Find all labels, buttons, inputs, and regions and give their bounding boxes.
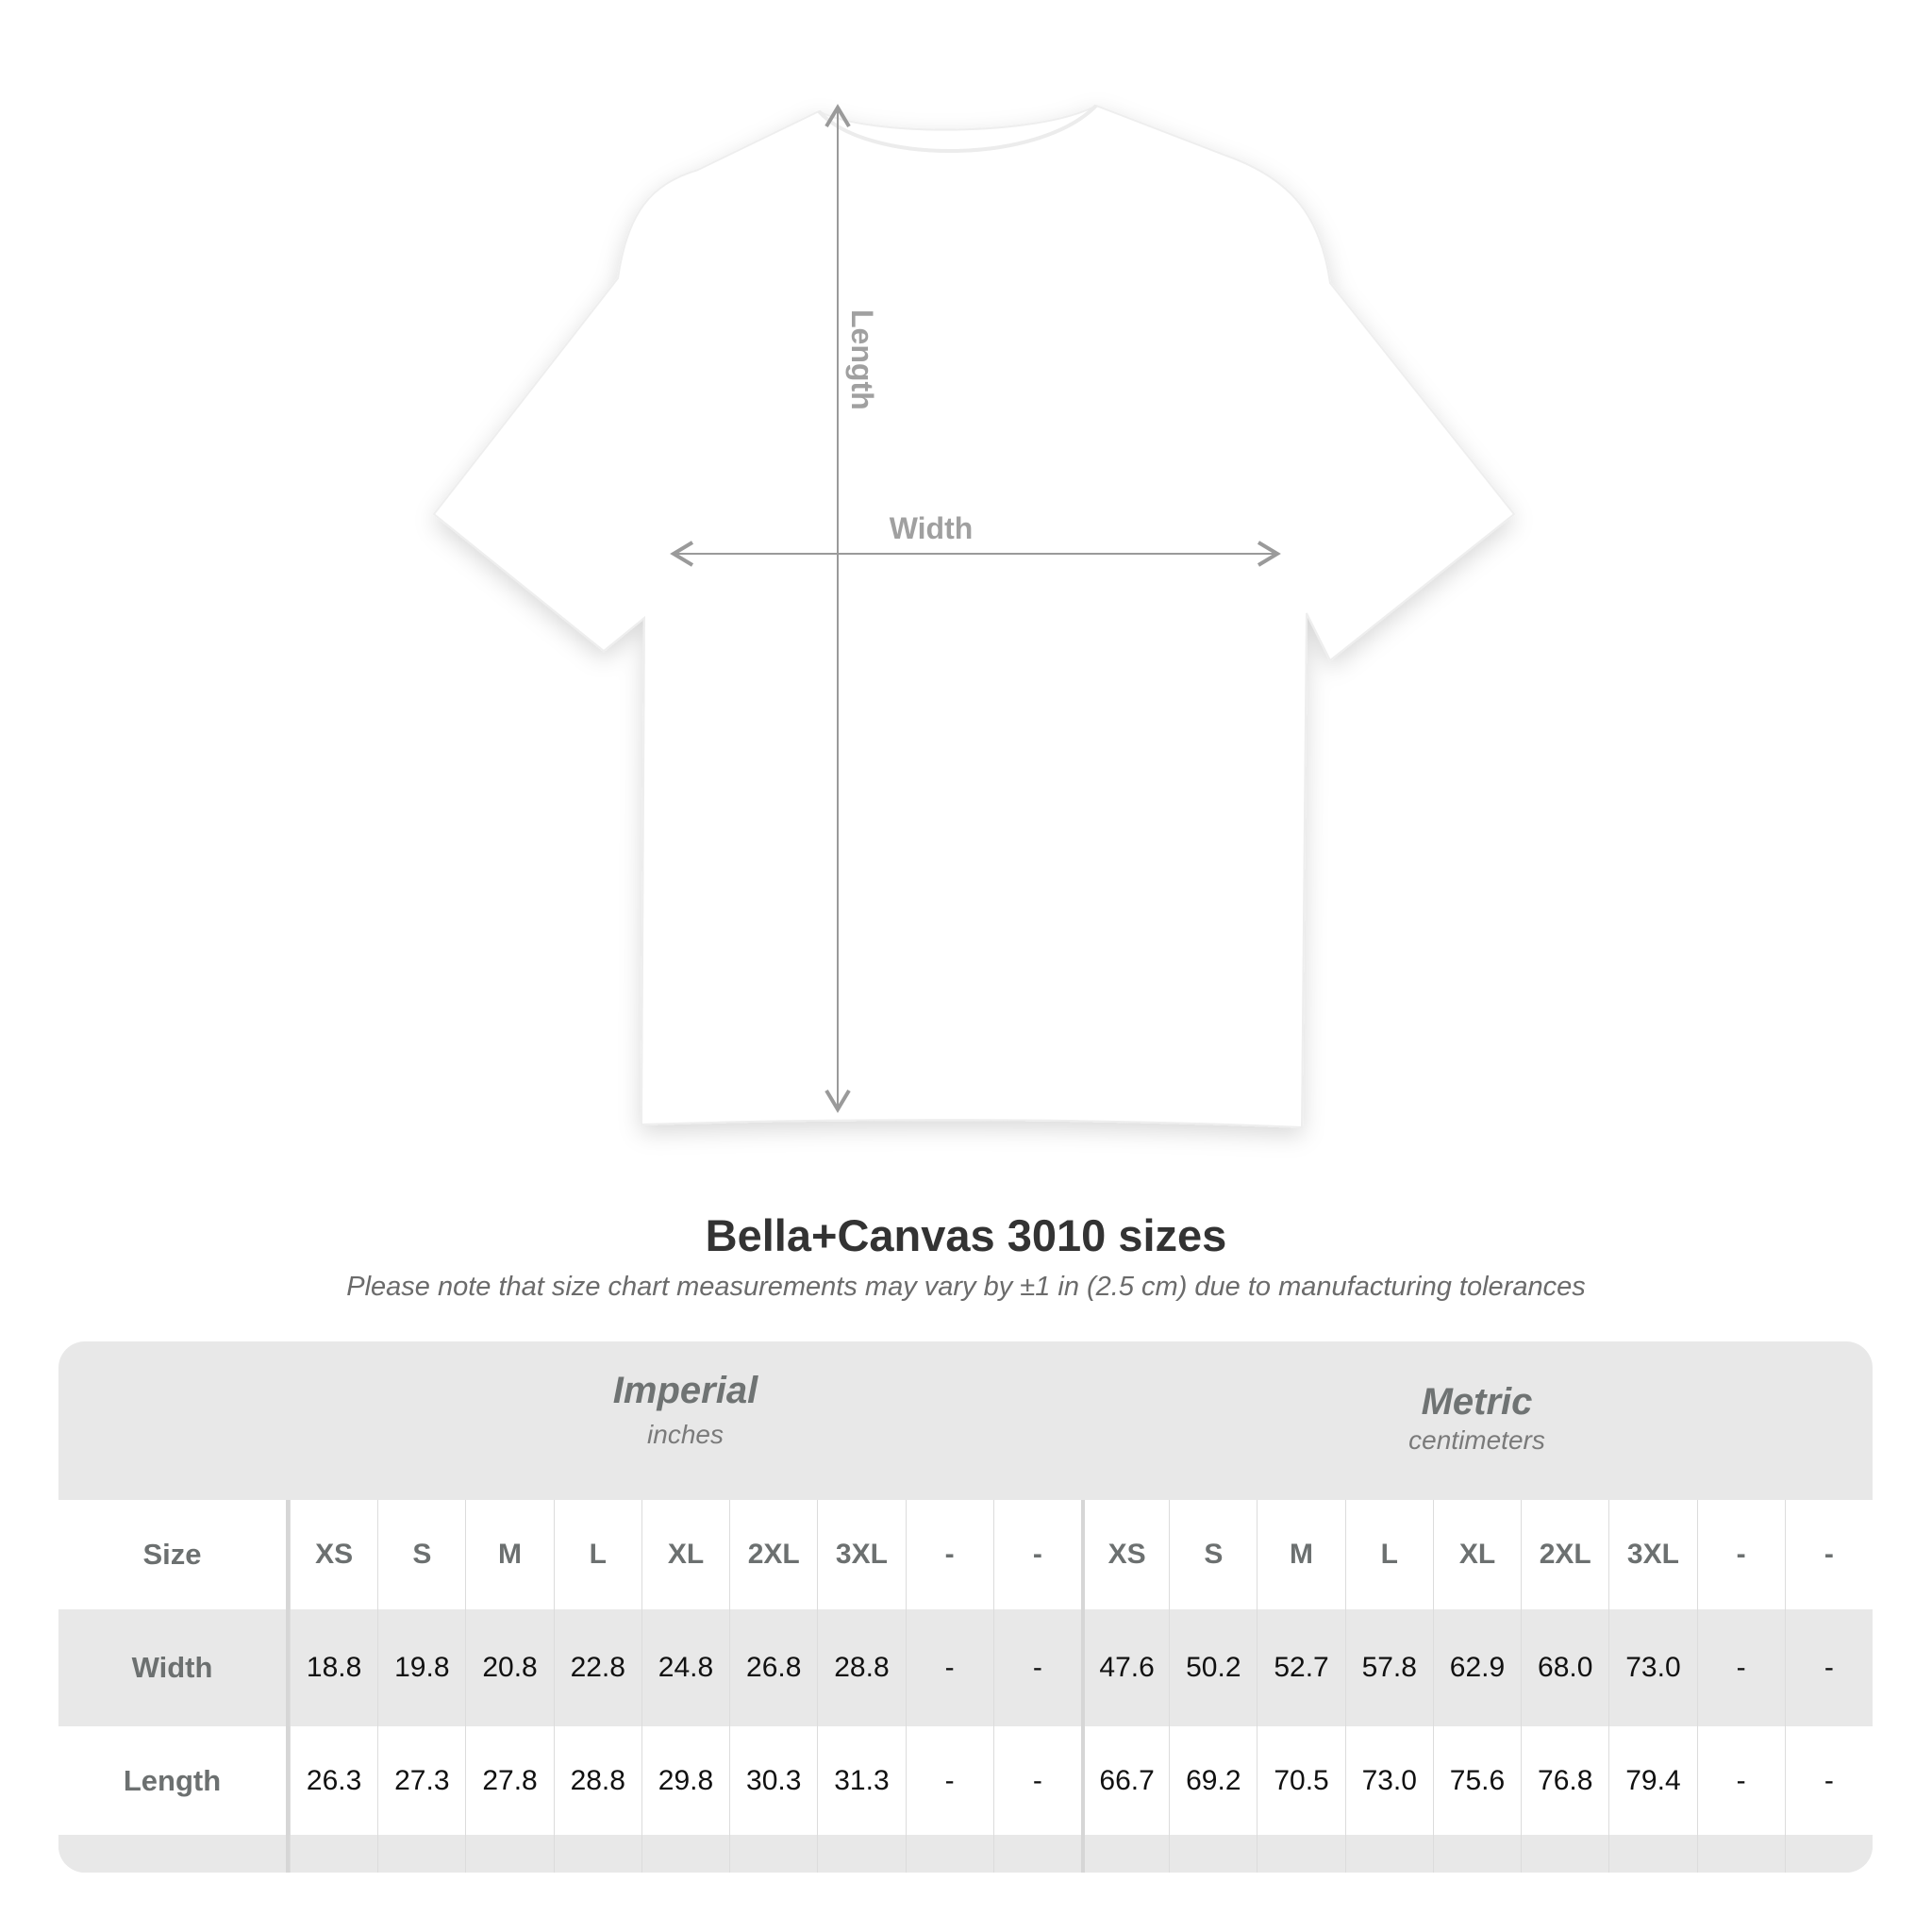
table-row-size: Size XS S M L XL 2XL 3XL - - XS S M L XL 2XL 3XL - - [58,1500,1873,1609]
table-row-footer [58,1835,1873,1873]
imperial-cell: 20.8 [465,1609,553,1726]
metric-cell: XS [1081,1500,1169,1609]
metric-cell: - [1784,1609,1873,1726]
imperial-cell [290,1835,377,1873]
tshirt-shape [432,104,1516,1129]
imperial-cell: S [377,1500,465,1609]
imperial-cell: 31.3 [817,1726,905,1835]
metric-cell: 50.2 [1169,1609,1257,1726]
metric-cell: 75.6 [1432,1726,1521,1835]
metric-cell: - [1696,1726,1785,1835]
metric-cell: 76.8 [1521,1726,1608,1835]
length-label: Length [845,309,879,410]
tolerance-note: Please note that size chart measurements… [346,1272,1586,1302]
imperial-cell: 18.8 [290,1609,377,1726]
imperial-unit: inches [647,1420,724,1449]
metric-cell [1257,1835,1344,1873]
imperial-cell: 2XL [729,1500,817,1609]
imperial-cell: - [905,1726,993,1835]
imperial-cell: XL [641,1500,729,1609]
page-title: Bella+Canvas 3010 sizes [705,1210,1227,1260]
metric-cell: 66.7 [1081,1726,1169,1835]
imperial-cell: 28.8 [817,1609,905,1726]
imperial-cell [729,1835,817,1873]
metric-cell [1696,1835,1785,1873]
imperial-cell: 24.8 [641,1609,729,1726]
imperial-header: Imperial inches [290,1341,1081,1528]
metric-cell [1081,1835,1169,1873]
imperial-cell [817,1835,905,1873]
metric-cell: - [1696,1609,1785,1726]
imperial-cell: L [553,1500,641,1609]
imperial-cell: 30.3 [729,1726,817,1835]
imperial-cell [465,1835,553,1873]
imperial-cell: 19.8 [377,1609,465,1726]
metric-cell [1521,1835,1608,1873]
imperial-cell: 28.8 [553,1726,641,1835]
width-label: Width [890,511,974,545]
metric-cell: 3XL [1608,1500,1696,1609]
table-row-width: Width 18.8 19.8 20.8 22.8 24.8 26.8 28.8- -47.6 5… [58,1609,1873,1726]
imperial-cell: 26.8 [729,1609,817,1726]
size-table: Imperial inches Metric centimeters Size X… [58,1341,1873,1873]
metric-cell [1432,1835,1521,1873]
table-row-length: Length 26.3 27.3 27.8 28.8 29.8 30.3 31.3- -66.7… [58,1726,1873,1835]
metric-cell: - [1696,1500,1785,1609]
imperial-cell: - [992,1726,1081,1835]
imperial-title: Imperial [612,1370,758,1411]
metric-cell: S [1169,1500,1257,1609]
metric-cell: 57.8 [1344,1609,1433,1726]
row-label: Width [58,1609,290,1726]
imperial-cell: 3XL [817,1500,905,1609]
metric-cell: 79.4 [1608,1726,1696,1835]
metric-cell: L [1344,1500,1433,1609]
imperial-cell: XS [290,1500,377,1609]
metric-cell: - [1784,1726,1873,1835]
metric-cell [1784,1835,1873,1873]
imperial-cell [905,1835,993,1873]
metric-cell: XL [1432,1500,1521,1609]
metric-header: Metric centimeters [1081,1341,1873,1540]
imperial-cell: 22.8 [553,1609,641,1726]
metric-cell: 70.5 [1257,1726,1344,1835]
row-label [58,1835,290,1873]
row-label: Size [58,1500,290,1609]
imperial-cell: 26.3 [290,1726,377,1835]
metric-cell: 69.2 [1169,1726,1257,1835]
metric-cell: 62.9 [1432,1609,1521,1726]
metric-cell: 52.7 [1257,1609,1344,1726]
metric-cell: 68.0 [1521,1609,1608,1726]
row-label: Length [58,1726,290,1835]
metric-unit: centimeters [1408,1425,1545,1455]
metric-cell: 47.6 [1081,1609,1169,1726]
imperial-cell: - [905,1500,993,1609]
metric-title: Metric [1421,1381,1533,1423]
imperial-cell: - [905,1609,993,1726]
imperial-cell [641,1835,729,1873]
metric-cell: M [1257,1500,1344,1609]
tshirt-diagram: Length Width [432,104,1516,1129]
imperial-cell: M [465,1500,553,1609]
imperial-cell: 27.3 [377,1726,465,1835]
metric-cell: 2XL [1521,1500,1608,1609]
metric-cell [1169,1835,1257,1873]
imperial-cell: - [992,1500,1081,1609]
metric-cell: - [1784,1500,1873,1609]
imperial-cell: 27.8 [465,1726,553,1835]
metric-cell: 73.0 [1608,1609,1696,1726]
imperial-cell [992,1835,1081,1873]
metric-cell [1608,1835,1696,1873]
imperial-cell [553,1835,641,1873]
metric-cell: 73.0 [1344,1726,1433,1835]
imperial-cell: - [992,1609,1081,1726]
imperial-cell [377,1835,465,1873]
imperial-cell: 29.8 [641,1726,729,1835]
metric-cell [1344,1835,1433,1873]
